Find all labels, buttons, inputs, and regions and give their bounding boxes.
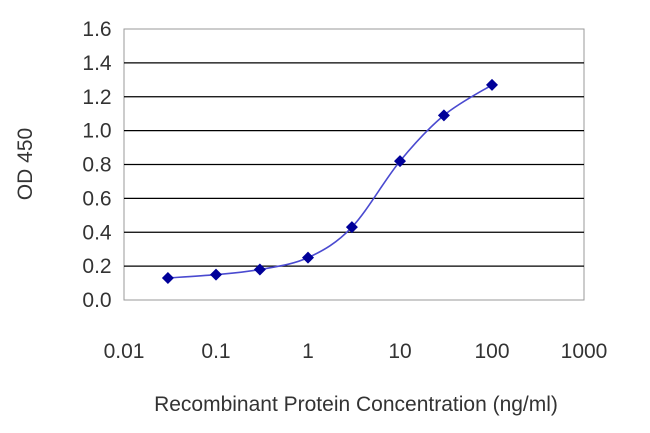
data-points [161,78,498,284]
data-point-marker [394,155,406,168]
data-point-marker [161,271,174,284]
y-tick-label: 1.0 [82,120,111,143]
data-point-marker [345,221,358,234]
x-tick-label: 100 [474,340,509,363]
y-tick-label: 1.6 [82,18,111,41]
data-point-marker [302,251,314,264]
y-tick-label: 1.2 [82,86,111,109]
data-point-marker [437,109,450,122]
x-axis-label: Recombinant Protein Concentration (ng/ml… [154,393,558,416]
x-tick-labels: 0.01 0.1 1 10 100 1000 [104,340,608,363]
data-point-marker [253,263,266,276]
y-tick-labels: 0.0 0.2 0.4 0.6 0.8 1.0 1.2 1.4 1.6 [82,18,112,312]
y-tick-label: 0.6 [82,187,111,210]
series-curve [167,84,493,279]
data-point-marker [486,78,498,91]
y-tick-label: 0.0 [82,289,111,312]
x-tick-label: 10 [388,340,411,363]
y-tick-label: 0.2 [82,255,111,278]
y-axis-label: OD 450 [14,128,37,200]
data-point-marker [210,268,222,281]
y-tick-label: 1.4 [82,52,112,75]
grid-lines [124,62,584,267]
x-tick-label: 1 [302,340,314,363]
y-tick-label: 0.8 [82,154,111,177]
y-tick-label: 0.4 [82,221,112,244]
series-line [167,84,493,279]
x-tick-label: 0.01 [104,340,145,363]
x-tick-label: 1000 [561,340,608,363]
x-tick-label: 0.1 [201,340,230,363]
